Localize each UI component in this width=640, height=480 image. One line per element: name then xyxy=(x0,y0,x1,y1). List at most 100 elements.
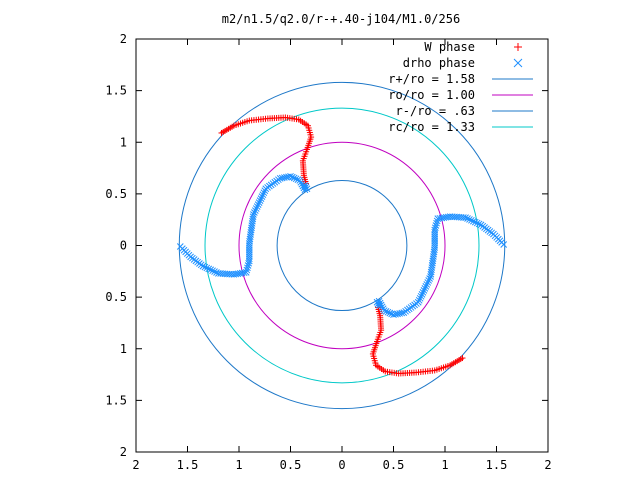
drho-phase-point xyxy=(211,268,218,275)
legend-marker-swatch xyxy=(513,58,523,68)
drho-phase-point xyxy=(377,301,385,309)
drho-phase-point xyxy=(287,172,294,180)
cross-b xyxy=(299,182,307,190)
cross-b xyxy=(283,173,290,181)
cross-b xyxy=(431,246,438,254)
drho-phase-point xyxy=(425,277,433,284)
drho-phase-point xyxy=(256,197,264,204)
y-tick-label: 1.5 xyxy=(105,393,127,407)
cross-b xyxy=(203,264,211,272)
drho-phase-point xyxy=(475,220,483,228)
y-tick-label: 0.5 xyxy=(105,290,127,304)
y-tick-label: 1 xyxy=(120,135,127,149)
drho-phase-point xyxy=(301,182,309,189)
cross-b xyxy=(427,273,434,280)
cross-b xyxy=(207,266,215,274)
drho-phase-point xyxy=(260,189,268,197)
circle-rc-radius xyxy=(204,107,480,384)
x-tick-label: 1 xyxy=(235,458,242,472)
cross-b xyxy=(255,199,263,206)
drho-phase-point xyxy=(500,241,508,248)
drho-phase-point xyxy=(380,307,388,314)
drho-phase-point xyxy=(468,216,475,224)
cross-b xyxy=(475,220,483,228)
cross-b xyxy=(213,269,220,276)
cross-b xyxy=(278,174,286,182)
cross-b xyxy=(390,311,397,319)
cross-b xyxy=(430,253,437,260)
cross-b xyxy=(243,266,251,274)
cross-b xyxy=(500,241,508,248)
cross-b xyxy=(242,268,250,276)
x-tick-label: 1.5 xyxy=(177,458,199,472)
drho-phase-point xyxy=(252,205,260,212)
legend-label: drho phase xyxy=(403,56,475,70)
drho-phase-point xyxy=(207,266,215,274)
drho-phase-point xyxy=(469,217,477,225)
legend-label: r+/ro = 1.58 xyxy=(388,72,475,86)
drho-phase-point xyxy=(462,214,469,221)
x-tick-label: 1 xyxy=(441,458,448,472)
cross-b xyxy=(418,290,426,298)
cross-b xyxy=(382,308,390,315)
drho-phase-point xyxy=(426,275,433,282)
cross-b xyxy=(431,224,439,232)
cross-b xyxy=(429,259,436,267)
cross-b xyxy=(415,296,423,304)
cross-b xyxy=(230,271,238,278)
cross-b xyxy=(201,263,209,271)
legend-label: rc/ro = 1.33 xyxy=(388,120,475,134)
cross-b xyxy=(386,309,394,317)
cross-b xyxy=(376,299,384,307)
drho-phase-point xyxy=(416,294,424,302)
cross-b xyxy=(290,174,298,182)
drho-phase-point xyxy=(460,214,467,221)
cross-b xyxy=(245,240,253,247)
cross-b xyxy=(199,262,207,270)
cross-b xyxy=(428,266,435,274)
cross-b xyxy=(244,262,252,269)
cross-b xyxy=(421,285,429,292)
plot-frame xyxy=(135,38,549,453)
drho-phase-point xyxy=(201,263,209,271)
drho-phase-point xyxy=(253,203,261,210)
legend-label: r-/ro = .63 xyxy=(396,104,475,118)
cross-b xyxy=(420,287,428,294)
cross-b xyxy=(427,268,435,276)
cross-b xyxy=(423,281,431,288)
cross-b xyxy=(416,294,424,302)
drho-phase-point xyxy=(250,211,257,218)
phase-points xyxy=(176,114,508,377)
drho-phase-point xyxy=(464,215,471,222)
cross-b xyxy=(384,308,392,316)
cross-b xyxy=(431,226,439,234)
legend-marker-swatch xyxy=(514,43,522,51)
cross-b xyxy=(249,217,256,225)
drho-phase-point xyxy=(384,308,392,316)
cross-b xyxy=(429,255,437,263)
cross-b xyxy=(428,264,436,271)
cross-b xyxy=(205,265,213,273)
drho-phase-point xyxy=(418,290,426,298)
drho-phase-point xyxy=(398,309,406,317)
cross-b xyxy=(236,270,244,277)
cross-b xyxy=(246,237,253,245)
drho-phase-point xyxy=(257,195,265,202)
cross-b xyxy=(394,310,401,318)
cross-b xyxy=(232,270,240,278)
drho-phase-point xyxy=(290,174,298,182)
cross-b xyxy=(466,216,473,223)
cross-b xyxy=(380,307,388,314)
cross-b xyxy=(251,209,258,216)
cross-b xyxy=(398,309,406,317)
cross-b xyxy=(473,219,481,227)
cross-b xyxy=(209,267,216,275)
cross-b xyxy=(211,268,218,275)
drho-phase-point xyxy=(473,219,481,227)
cross-b xyxy=(422,283,430,290)
cross-b xyxy=(276,175,284,182)
cross-b xyxy=(468,216,475,224)
cross-b xyxy=(433,219,440,227)
cross-b xyxy=(440,214,448,221)
cross-b xyxy=(248,220,256,227)
